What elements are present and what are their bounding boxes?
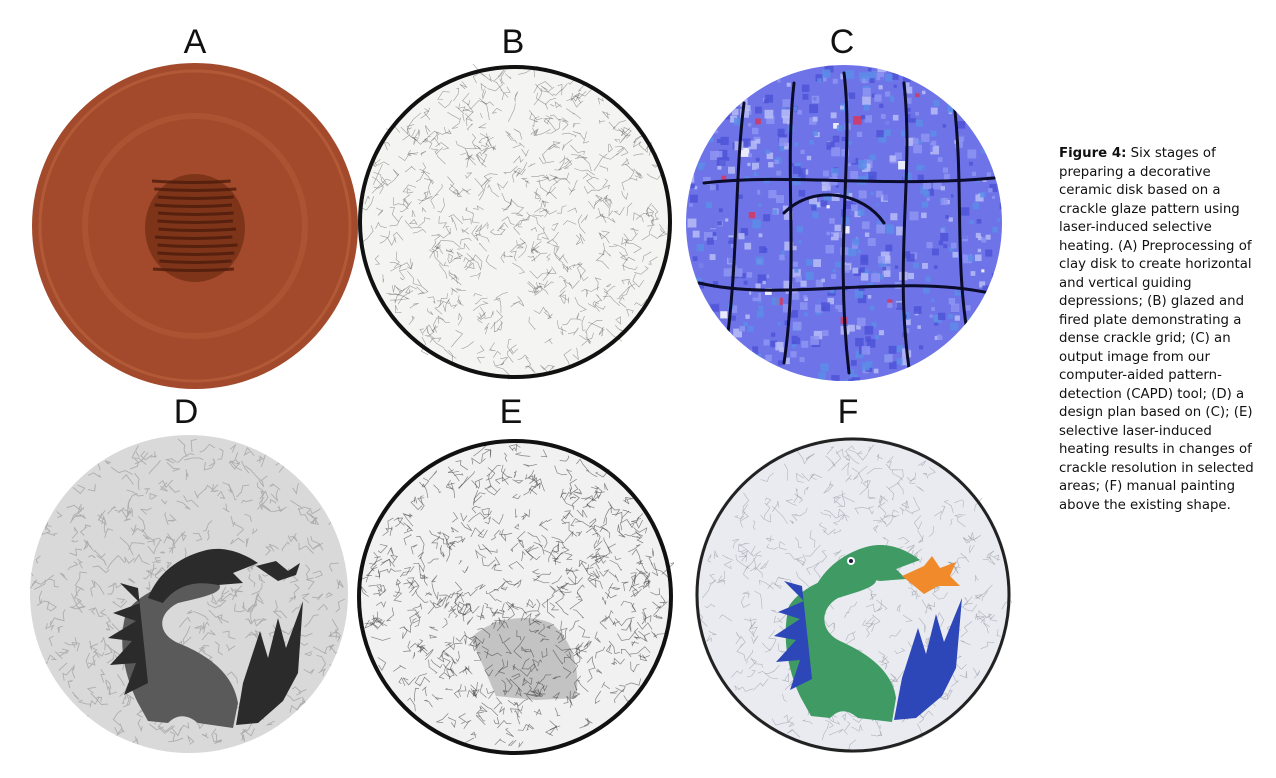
- painted-plate-svg: [695, 437, 1012, 753]
- panel-label-b: B: [501, 23, 525, 61]
- clay-disk-svg: [32, 63, 358, 389]
- caption-text: Six stages of preparing a decorative cer…: [1059, 146, 1254, 513]
- panel-label-a: A: [183, 23, 207, 61]
- panel-label-e: E: [499, 393, 523, 431]
- capd-output-image: [684, 63, 1004, 383]
- panel-label-d: D: [173, 393, 199, 431]
- figure-caption: Figure 4: Six stages of preparing a deco…: [1059, 145, 1259, 515]
- panel-label-f: F: [837, 393, 859, 431]
- glazed-plate-svg: [358, 64, 672, 380]
- design-plan-image: [28, 433, 350, 755]
- painted-plate-image: [694, 436, 1012, 754]
- panel-label-c: C: [829, 23, 855, 61]
- laser-heated-plate-svg: [357, 439, 674, 755]
- laser-heated-plate-image: [356, 438, 674, 756]
- capd-output-svg: [686, 65, 1002, 381]
- design-plan-svg: [30, 435, 348, 753]
- caption-label: Figure 4:: [1059, 146, 1127, 161]
- glazed-plate-image: [357, 64, 673, 380]
- clay-disk-image: [32, 63, 358, 389]
